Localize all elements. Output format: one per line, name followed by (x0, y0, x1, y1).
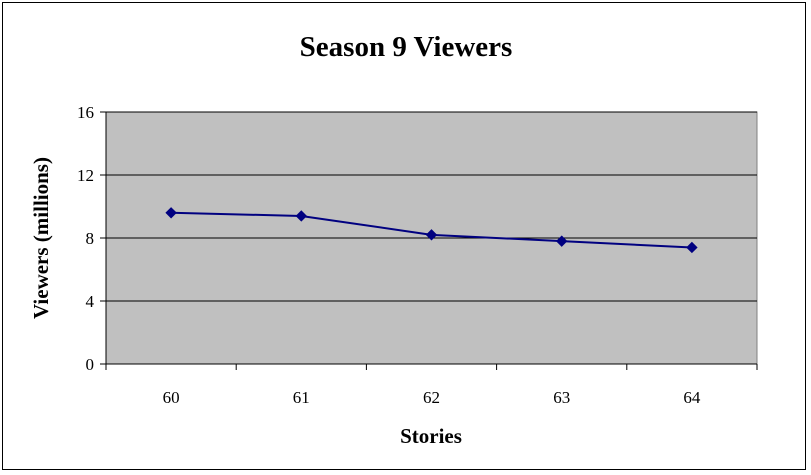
y-tick-label: 8 (86, 229, 95, 248)
x-tick-label: 60 (163, 388, 180, 407)
data-point (295, 210, 308, 222)
data-point (165, 207, 177, 219)
x-tick-label: 61 (293, 388, 310, 407)
x-tick-label: 64 (683, 388, 701, 407)
data-point (686, 241, 698, 254)
chart-title: Season 9 Viewers (300, 31, 513, 63)
x-tick-label: 62 (423, 388, 440, 407)
x-axis: 60 61 62 63 64 (105, 363, 758, 407)
y-tick-label: 4 (86, 292, 95, 311)
y-tick-label: 12 (77, 166, 94, 185)
data-point (555, 235, 568, 247)
y-tick-label: 16 (77, 103, 94, 122)
y-axis-title: Viewers (millions) (29, 157, 53, 319)
y-axis: 0 4 8 12 16 (77, 103, 107, 374)
x-axis-title: Stories (400, 424, 462, 448)
data-point (425, 229, 438, 241)
x-tick-label: 63 (553, 388, 570, 407)
y-tick-label: 0 (86, 355, 95, 374)
series-layer (165, 207, 698, 254)
